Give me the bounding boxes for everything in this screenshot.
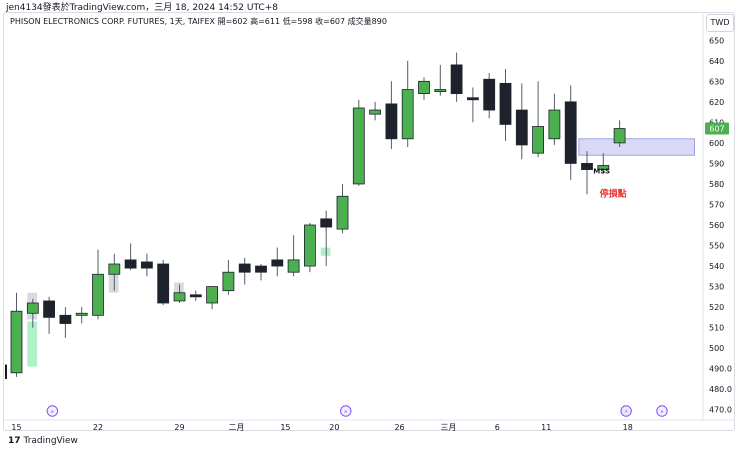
candle-down[interactable] bbox=[564, 101, 577, 164]
candle-up[interactable] bbox=[206, 286, 219, 304]
y-tick-label: 630 bbox=[709, 77, 724, 86]
candle-down[interactable] bbox=[255, 265, 267, 273]
candle-down[interactable] bbox=[59, 314, 72, 324]
fair-value-gap-down bbox=[108, 264, 119, 293]
tradingview-logo-icon: 17 bbox=[8, 436, 21, 446]
x-tick-label: 18 bbox=[623, 423, 633, 432]
candle-up[interactable] bbox=[401, 89, 414, 140]
y-tick-label: 560 bbox=[709, 221, 724, 230]
y-tick-label: 540 bbox=[709, 262, 724, 271]
x-tick-label: 15 bbox=[11, 423, 21, 432]
candle-down[interactable] bbox=[238, 263, 251, 273]
candle-up[interactable] bbox=[287, 259, 300, 273]
x-tick-label: 6 bbox=[495, 423, 500, 432]
candle-down[interactable] bbox=[483, 78, 496, 111]
event-glyph-icon: » bbox=[660, 409, 664, 416]
event-glyph-icon: » bbox=[344, 409, 348, 416]
x-tick-label: 20 bbox=[329, 423, 339, 432]
symbol-legend: PHISON ELECTRONICS CORP. FUTURES, 1天, TA… bbox=[10, 17, 387, 26]
y-tick-label: 550 bbox=[709, 242, 724, 251]
candle-up[interactable] bbox=[303, 224, 316, 267]
candle-up[interactable] bbox=[222, 271, 235, 292]
y-tick-label: 490.0 bbox=[709, 365, 732, 374]
chart-frame bbox=[3, 12, 735, 431]
candle-down[interactable] bbox=[466, 97, 479, 101]
x-tick-label: 11 bbox=[541, 423, 551, 432]
dividend-event-icon[interactable] bbox=[340, 405, 352, 417]
candle-down[interactable] bbox=[320, 218, 333, 228]
price-chart[interactable]: 470.0 480.0 490.0 500 510 520 530 540 550 560 570 5… bbox=[0, 0, 740, 432]
y-tick-label: 580 bbox=[709, 180, 724, 189]
candle-up[interactable] bbox=[173, 292, 186, 302]
price-zone[interactable] bbox=[578, 138, 695, 156]
candle-down[interactable] bbox=[140, 261, 153, 269]
candle-down[interactable] bbox=[385, 103, 398, 140]
currency-button[interactable]: TWD bbox=[706, 14, 734, 32]
candle-down[interactable] bbox=[450, 64, 463, 95]
event-glyph-icon: » bbox=[51, 409, 55, 416]
attribution-text: jen4134發表於TradingView.com，三月 18, 2024 14… bbox=[6, 3, 278, 13]
candle-up[interactable] bbox=[418, 80, 430, 95]
x-tick-label: 二月 bbox=[229, 423, 245, 432]
candle-up[interactable] bbox=[336, 195, 349, 230]
y-tick-label: 640 bbox=[709, 57, 724, 66]
candle-up[interactable] bbox=[613, 128, 626, 144]
candle-down[interactable] bbox=[43, 300, 55, 318]
earnings-event-icon[interactable] bbox=[620, 405, 632, 417]
mss-annotation: MSS bbox=[593, 168, 610, 176]
x-tick-label: 15 bbox=[280, 423, 290, 432]
y-tick-label: 600 bbox=[709, 139, 724, 148]
y-tick-label: 500 bbox=[709, 344, 724, 353]
candle-up[interactable] bbox=[108, 263, 121, 275]
last-price-label: 607 bbox=[709, 125, 724, 134]
x-tick-label: 三月 bbox=[440, 423, 456, 432]
candle-down[interactable] bbox=[189, 294, 202, 298]
footer-brand[interactable]: 17 TradingView bbox=[8, 436, 78, 446]
y-tick-label: 570 bbox=[709, 200, 724, 209]
last-price-tag bbox=[705, 122, 729, 135]
x-tick-label: 29 bbox=[174, 423, 184, 432]
left-edge-marker bbox=[5, 364, 7, 379]
candle-up[interactable] bbox=[597, 165, 610, 170]
fair-value-gap-up bbox=[27, 321, 38, 367]
x-tick-label: 26 bbox=[394, 423, 404, 432]
y-tick-label: 590 bbox=[709, 159, 724, 168]
candle-up[interactable] bbox=[92, 273, 104, 316]
candle-down[interactable] bbox=[515, 109, 528, 146]
x-tick-label: 22 bbox=[93, 423, 103, 432]
candle-up[interactable] bbox=[26, 302, 39, 314]
candle-down[interactable] bbox=[271, 259, 284, 267]
dividend-event-icon[interactable] bbox=[656, 405, 668, 417]
candle-down[interactable] bbox=[124, 259, 137, 269]
y-tick-label: 520 bbox=[709, 303, 724, 312]
y-tick-label: 480.0 bbox=[709, 385, 732, 394]
candle-up[interactable] bbox=[352, 107, 365, 185]
candle-up[interactable] bbox=[10, 310, 23, 374]
fair-value-gap-down bbox=[174, 282, 184, 293]
y-tick-label: 510 bbox=[709, 324, 724, 333]
tradingview-brand-text: TradingView bbox=[23, 436, 78, 446]
candle-down[interactable] bbox=[581, 163, 593, 170]
candle-up[interactable] bbox=[75, 312, 88, 316]
fair-value-gap-up bbox=[320, 247, 331, 256]
candle-up[interactable] bbox=[434, 89, 447, 92]
y-tick-label: 650 bbox=[709, 36, 724, 45]
candle-down[interactable] bbox=[157, 263, 170, 304]
candle-down[interactable] bbox=[499, 82, 512, 125]
candle-up[interactable] bbox=[548, 109, 561, 140]
candle-up[interactable] bbox=[369, 109, 382, 115]
stop-loss-annotation: 停損點 bbox=[600, 187, 627, 199]
y-tick-label: 470.0 bbox=[709, 406, 732, 415]
y-tick-label: 530 bbox=[709, 283, 724, 292]
y-tick-label: 620 bbox=[709, 98, 724, 107]
dividend-event-icon[interactable] bbox=[46, 405, 59, 417]
event-glyph-icon: ⚡ bbox=[624, 409, 628, 416]
candle-up[interactable] bbox=[532, 126, 544, 154]
